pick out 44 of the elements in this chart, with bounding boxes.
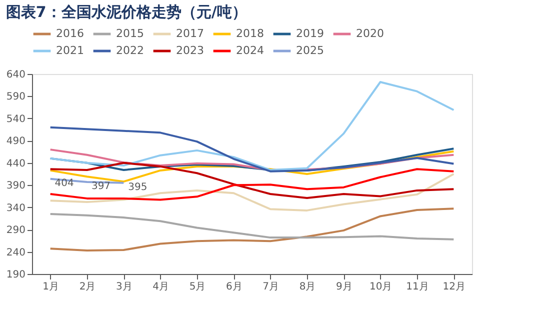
legend-label: 2024 (236, 44, 264, 57)
data-label: 404 (54, 178, 74, 189)
x-tick-label: 8月 (299, 282, 316, 292)
x-tick-label: 11月 (406, 282, 429, 292)
legend-label: 2015 (116, 27, 144, 40)
x-tick-label: 3月 (116, 282, 132, 292)
line-series (49, 126, 455, 172)
data-label: 397 (91, 181, 111, 192)
legend-label: 2023 (176, 44, 204, 57)
y-tick-label: 440 (6, 158, 26, 170)
legend-label: 2020 (356, 27, 384, 40)
data-label: 395 (128, 182, 148, 193)
line-series (49, 208, 455, 252)
legend-label: 2022 (116, 44, 144, 57)
line-series (49, 81, 455, 171)
y-tick-label: 240 (6, 247, 26, 258)
x-tick-label: 4月 (152, 282, 170, 292)
legend-label: 2025 (296, 44, 324, 57)
legend-label: 2017 (176, 27, 204, 40)
line-series (49, 162, 455, 199)
x-tick-label: 7月 (262, 282, 280, 292)
line-series (49, 168, 455, 201)
legend-label: 2021 (56, 44, 84, 57)
y-tick-label: 340 (6, 202, 26, 214)
line-series (49, 173, 455, 212)
y-tick-label: 640 (6, 70, 26, 80)
x-tick-label: 6月 (226, 282, 242, 292)
x-tick-label: 9月 (336, 282, 352, 292)
y-tick-label: 490 (6, 136, 26, 148)
legend-label: 2019 (296, 27, 324, 40)
chart-title: 图表7：全国水泥价格走势（元/吨） (6, 3, 247, 21)
x-tick-label: 1月 (42, 282, 60, 292)
y-tick-label: 390 (6, 180, 26, 192)
x-tick-label: 5月 (189, 282, 206, 292)
y-tick-label: 540 (6, 114, 26, 125)
legend-label: 2016 (56, 27, 84, 40)
legend-label: 2018 (236, 27, 264, 40)
y-tick-label: 590 (6, 92, 26, 103)
x-tick-label: 2月 (79, 282, 96, 292)
line-series (49, 213, 455, 240)
x-tick-label: 10月 (369, 282, 392, 292)
y-tick-label: 190 (6, 270, 26, 280)
x-tick-label: 12月 (442, 282, 466, 292)
y-tick-label: 290 (6, 225, 26, 236)
